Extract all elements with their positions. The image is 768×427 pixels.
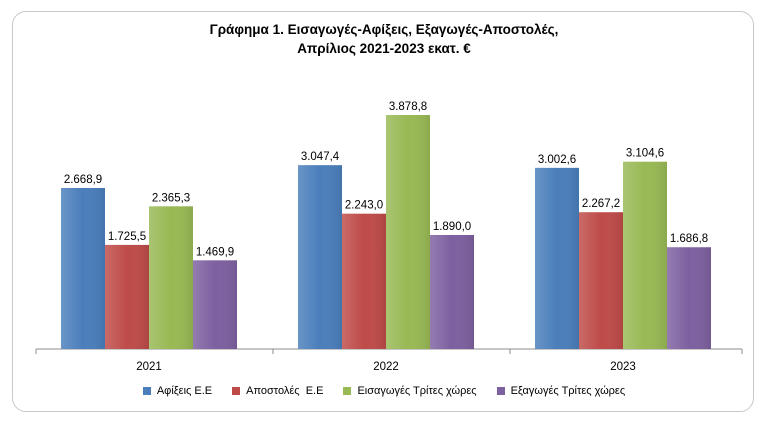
bar-shade — [667, 247, 711, 349]
bar-shade — [61, 187, 105, 349]
chart-title: Γράφημα 1. Εισαγωγές-Αφίξεις, Εξαγωγές-Α… — [0, 20, 768, 58]
bar-shade — [623, 161, 667, 349]
x-tick-label-2023: 2023 — [610, 361, 636, 373]
bar-shade — [193, 260, 237, 349]
chart-legend: Αφίξεις Ε.Ε Αποστολές Ε.Ε Εισαγωγές Τρίτες… — [0, 385, 768, 397]
legend-swatch — [232, 387, 241, 395]
bar-shade — [105, 244, 149, 349]
x-tick-label-2021: 2021 — [136, 361, 162, 373]
legend-label: Εξαγωγές Τρίτες χώρες — [510, 385, 626, 397]
legend-label: Αφίξεις Ε.Ε — [156, 385, 213, 397]
legend-swatch — [343, 387, 352, 395]
data-label-2022-series-0: 3.047,4 — [301, 151, 340, 163]
data-label-2023-series-2: 3.104,6 — [626, 148, 664, 160]
legend-item-2: Εισαγωγές Τρίτες χώρες — [343, 385, 477, 397]
data-label-2023-series-3: 1.686,8 — [670, 233, 708, 245]
legend-item-0: Αφίξεις Ε.Ε — [142, 385, 213, 397]
bar-shade — [430, 234, 474, 349]
data-label-2022-series-2: 3.878,8 — [389, 101, 427, 113]
data-label-2022-series-1: 2.243,0 — [345, 200, 383, 212]
legend-swatch — [142, 387, 151, 395]
legend-label: Αποστολές Ε.Ε — [246, 385, 324, 397]
legend-label: Εισαγωγές Τρίτες χώρες — [357, 385, 477, 397]
bar-shade — [298, 165, 342, 349]
x-tick-label-2022: 2022 — [373, 361, 399, 373]
legend-item-3: Εξαγωγές Τρίτες χώρες — [496, 385, 626, 397]
chart-title-line2: Απρίλιος 2021-2023 εκατ. € — [297, 41, 471, 56]
data-label-2021-series-0: 2.668,9 — [64, 174, 102, 186]
data-label-2021-series-2: 2.365,3 — [152, 192, 190, 204]
bar-shade — [535, 167, 579, 349]
data-label-2022-series-3: 1.890,0 — [433, 221, 471, 233]
data-label-2023-series-1: 2.267,2 — [582, 198, 620, 210]
bar-shade — [149, 206, 193, 349]
legend-swatch — [496, 387, 505, 395]
data-label-2023-series-0: 3.002,6 — [538, 154, 576, 166]
data-label-2021-series-3: 1.469,9 — [196, 246, 234, 258]
data-label-2021-series-1: 1.725,5 — [108, 231, 146, 243]
chart-title-line1: Γράφημα 1. Εισαγωγές-Αφίξεις, Εξαγωγές-Α… — [209, 22, 559, 37]
bar-shade — [579, 212, 623, 349]
bar-shade — [386, 115, 430, 349]
bar-shade — [342, 213, 386, 349]
legend-item-1: Αποστολές Ε.Ε — [232, 385, 323, 397]
